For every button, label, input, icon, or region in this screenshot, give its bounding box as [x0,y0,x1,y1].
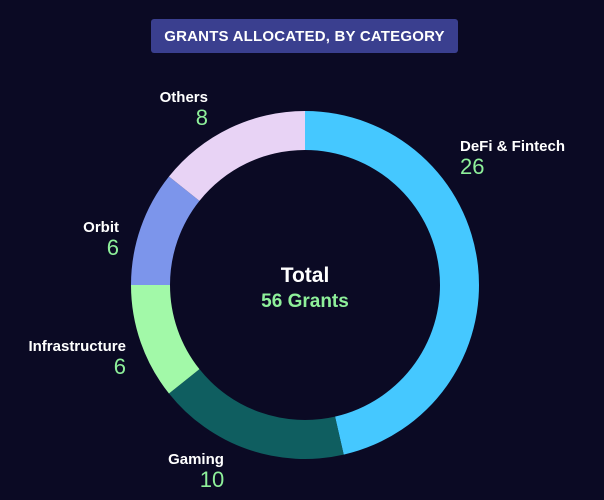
center-total-value: 56 Grants [261,291,349,312]
slice-value-label: 8 [196,105,208,130]
donut-slices [131,111,479,459]
slice-label: Infrastructure [28,338,126,355]
slice-value-label: 6 [114,354,126,379]
slice-value-label: 26 [460,154,484,179]
slice-orbit [131,176,200,285]
slice-label: DeFi & Fintech [460,138,565,155]
slice-labels: DeFi & Fintech26Gaming10Infrastructure6O… [28,89,565,492]
slice-label: Orbit [83,219,119,236]
slice-defi-fintech [305,111,479,455]
slice-value-label: 6 [107,235,119,260]
slice-label: Others [160,89,208,106]
chart-title: GRANTS ALLOCATED, BY CATEGORY [151,19,458,53]
slice-infrastructure [131,285,200,394]
slice-value-label: 10 [200,467,224,492]
center-total-label: Total [281,264,330,287]
slice-gaming [168,369,344,459]
slice-others [168,111,305,201]
slice-label: Gaming [168,451,224,468]
